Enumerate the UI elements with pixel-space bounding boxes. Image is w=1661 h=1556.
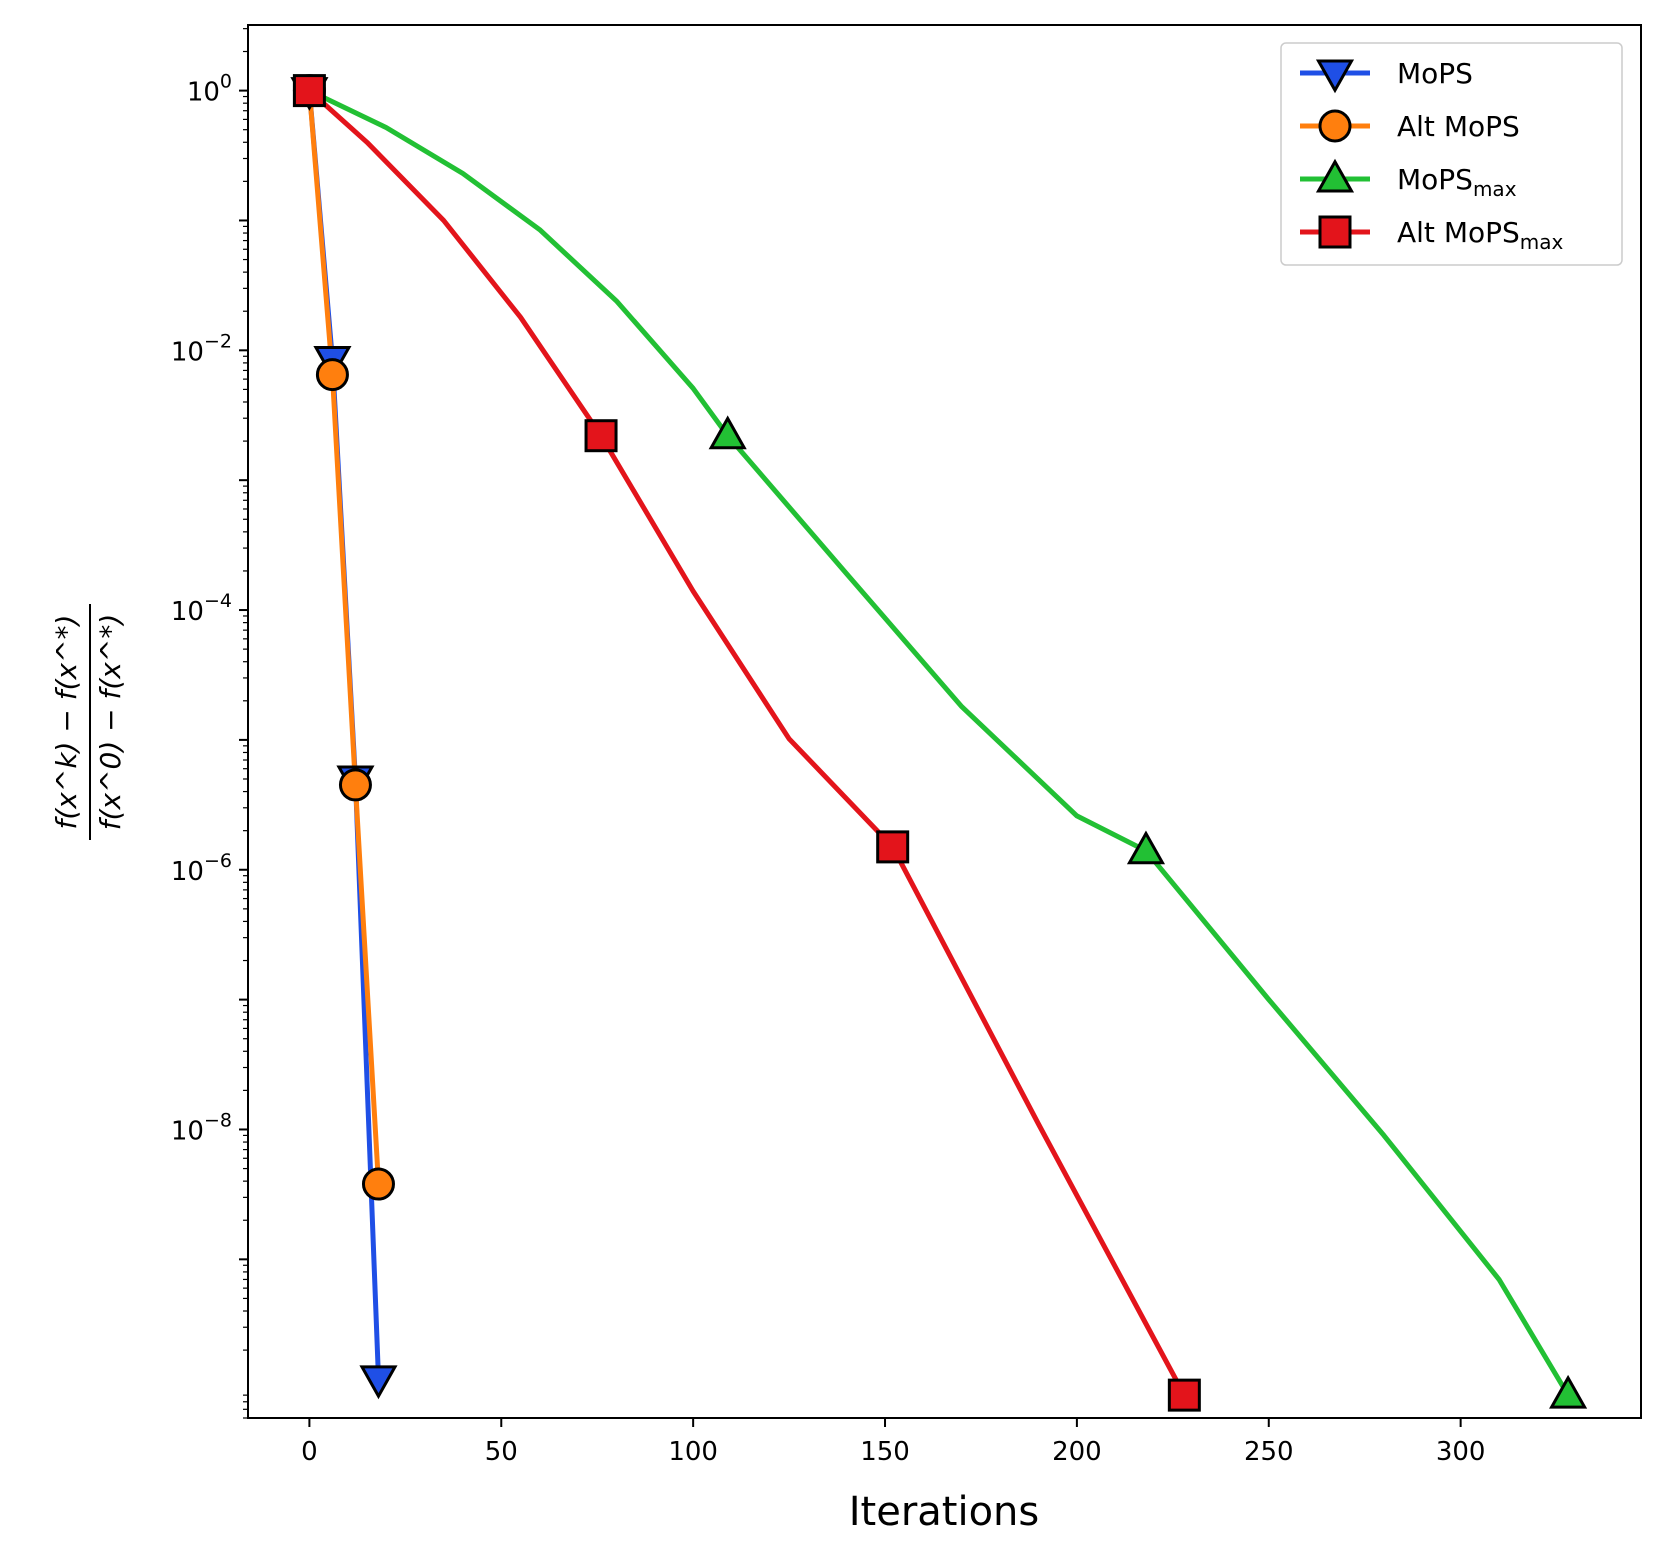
y-axis: 100 10−2 10−4 10−6 10−8	[171, 28, 248, 1419]
y-axis-label-denominator: f(x^0) − f(x^*)	[94, 614, 127, 831]
legend-marker-0	[1315, 59, 1355, 94]
x-tick-label-300: 300	[1436, 1437, 1486, 1467]
legend-marker-2	[1315, 158, 1355, 193]
series-line-3	[306, 88, 1187, 1398]
x-tick-label-150: 150	[860, 1437, 910, 1467]
legend-label-1: Alt MoPS	[1397, 110, 1520, 143]
series-line-1	[306, 88, 381, 1187]
legend-label-2: MoPSmax	[1397, 163, 1517, 201]
series-2-point	[708, 415, 747, 450]
y-tick-label-1: 10−2	[171, 330, 232, 367]
legend-label-3: Alt MoPSmax	[1397, 216, 1564, 254]
x-tick-label-250: 250	[1244, 1437, 1294, 1467]
series-1-point	[361, 1167, 395, 1201]
series-2	[306, 88, 1571, 1398]
x-tick-label-100: 100	[668, 1437, 718, 1467]
legend-marker-1	[1318, 109, 1352, 143]
legend-marker-3	[1318, 215, 1352, 249]
x-tick-label-0: 0	[301, 1437, 318, 1467]
x-tick-label-200: 200	[1052, 1437, 1102, 1467]
series-3	[306, 88, 1187, 1398]
x-axis-label: Iterations	[849, 1489, 1040, 1535]
legend: MoPS Alt MoPS MoPSmax Alt MoPSmax	[1280, 42, 1623, 266]
y-tick-label-4: 10−8	[171, 1109, 232, 1146]
series-1-point	[338, 768, 372, 802]
plot-frame	[247, 24, 1642, 1419]
series-3-point	[1167, 1378, 1201, 1412]
series-3-point	[292, 74, 326, 108]
legend-box	[1280, 42, 1623, 266]
series-2-point	[1126, 830, 1166, 865]
series-layer	[290, 74, 1588, 1412]
y-tick-label-0: 100	[187, 71, 232, 108]
y-axis-label-numerator: f(x^k) − f(x^*)	[50, 615, 83, 830]
series-2-point	[1549, 1374, 1588, 1409]
y-tick-label-3: 10−6	[171, 850, 232, 887]
y-tick-label-2: 10−4	[171, 590, 232, 627]
series-1	[306, 88, 381, 1187]
series-3-point	[584, 419, 618, 453]
series-0-point	[359, 1365, 398, 1400]
y-axis-label: f(x^k) − f(x^*) f(x^0) − f(x^*)	[50, 604, 127, 840]
series-3-point	[876, 830, 910, 864]
x-tick-label-50: 50	[485, 1437, 518, 1467]
series-markers-3	[292, 74, 1201, 1412]
legend-label-0: MoPS	[1397, 57, 1473, 90]
series-markers-2	[708, 415, 1588, 1409]
x-axis: 0 50 100 150 200 250 300	[301, 1418, 1485, 1467]
series-1-point	[315, 358, 349, 392]
series-line-2	[306, 88, 1571, 1398]
